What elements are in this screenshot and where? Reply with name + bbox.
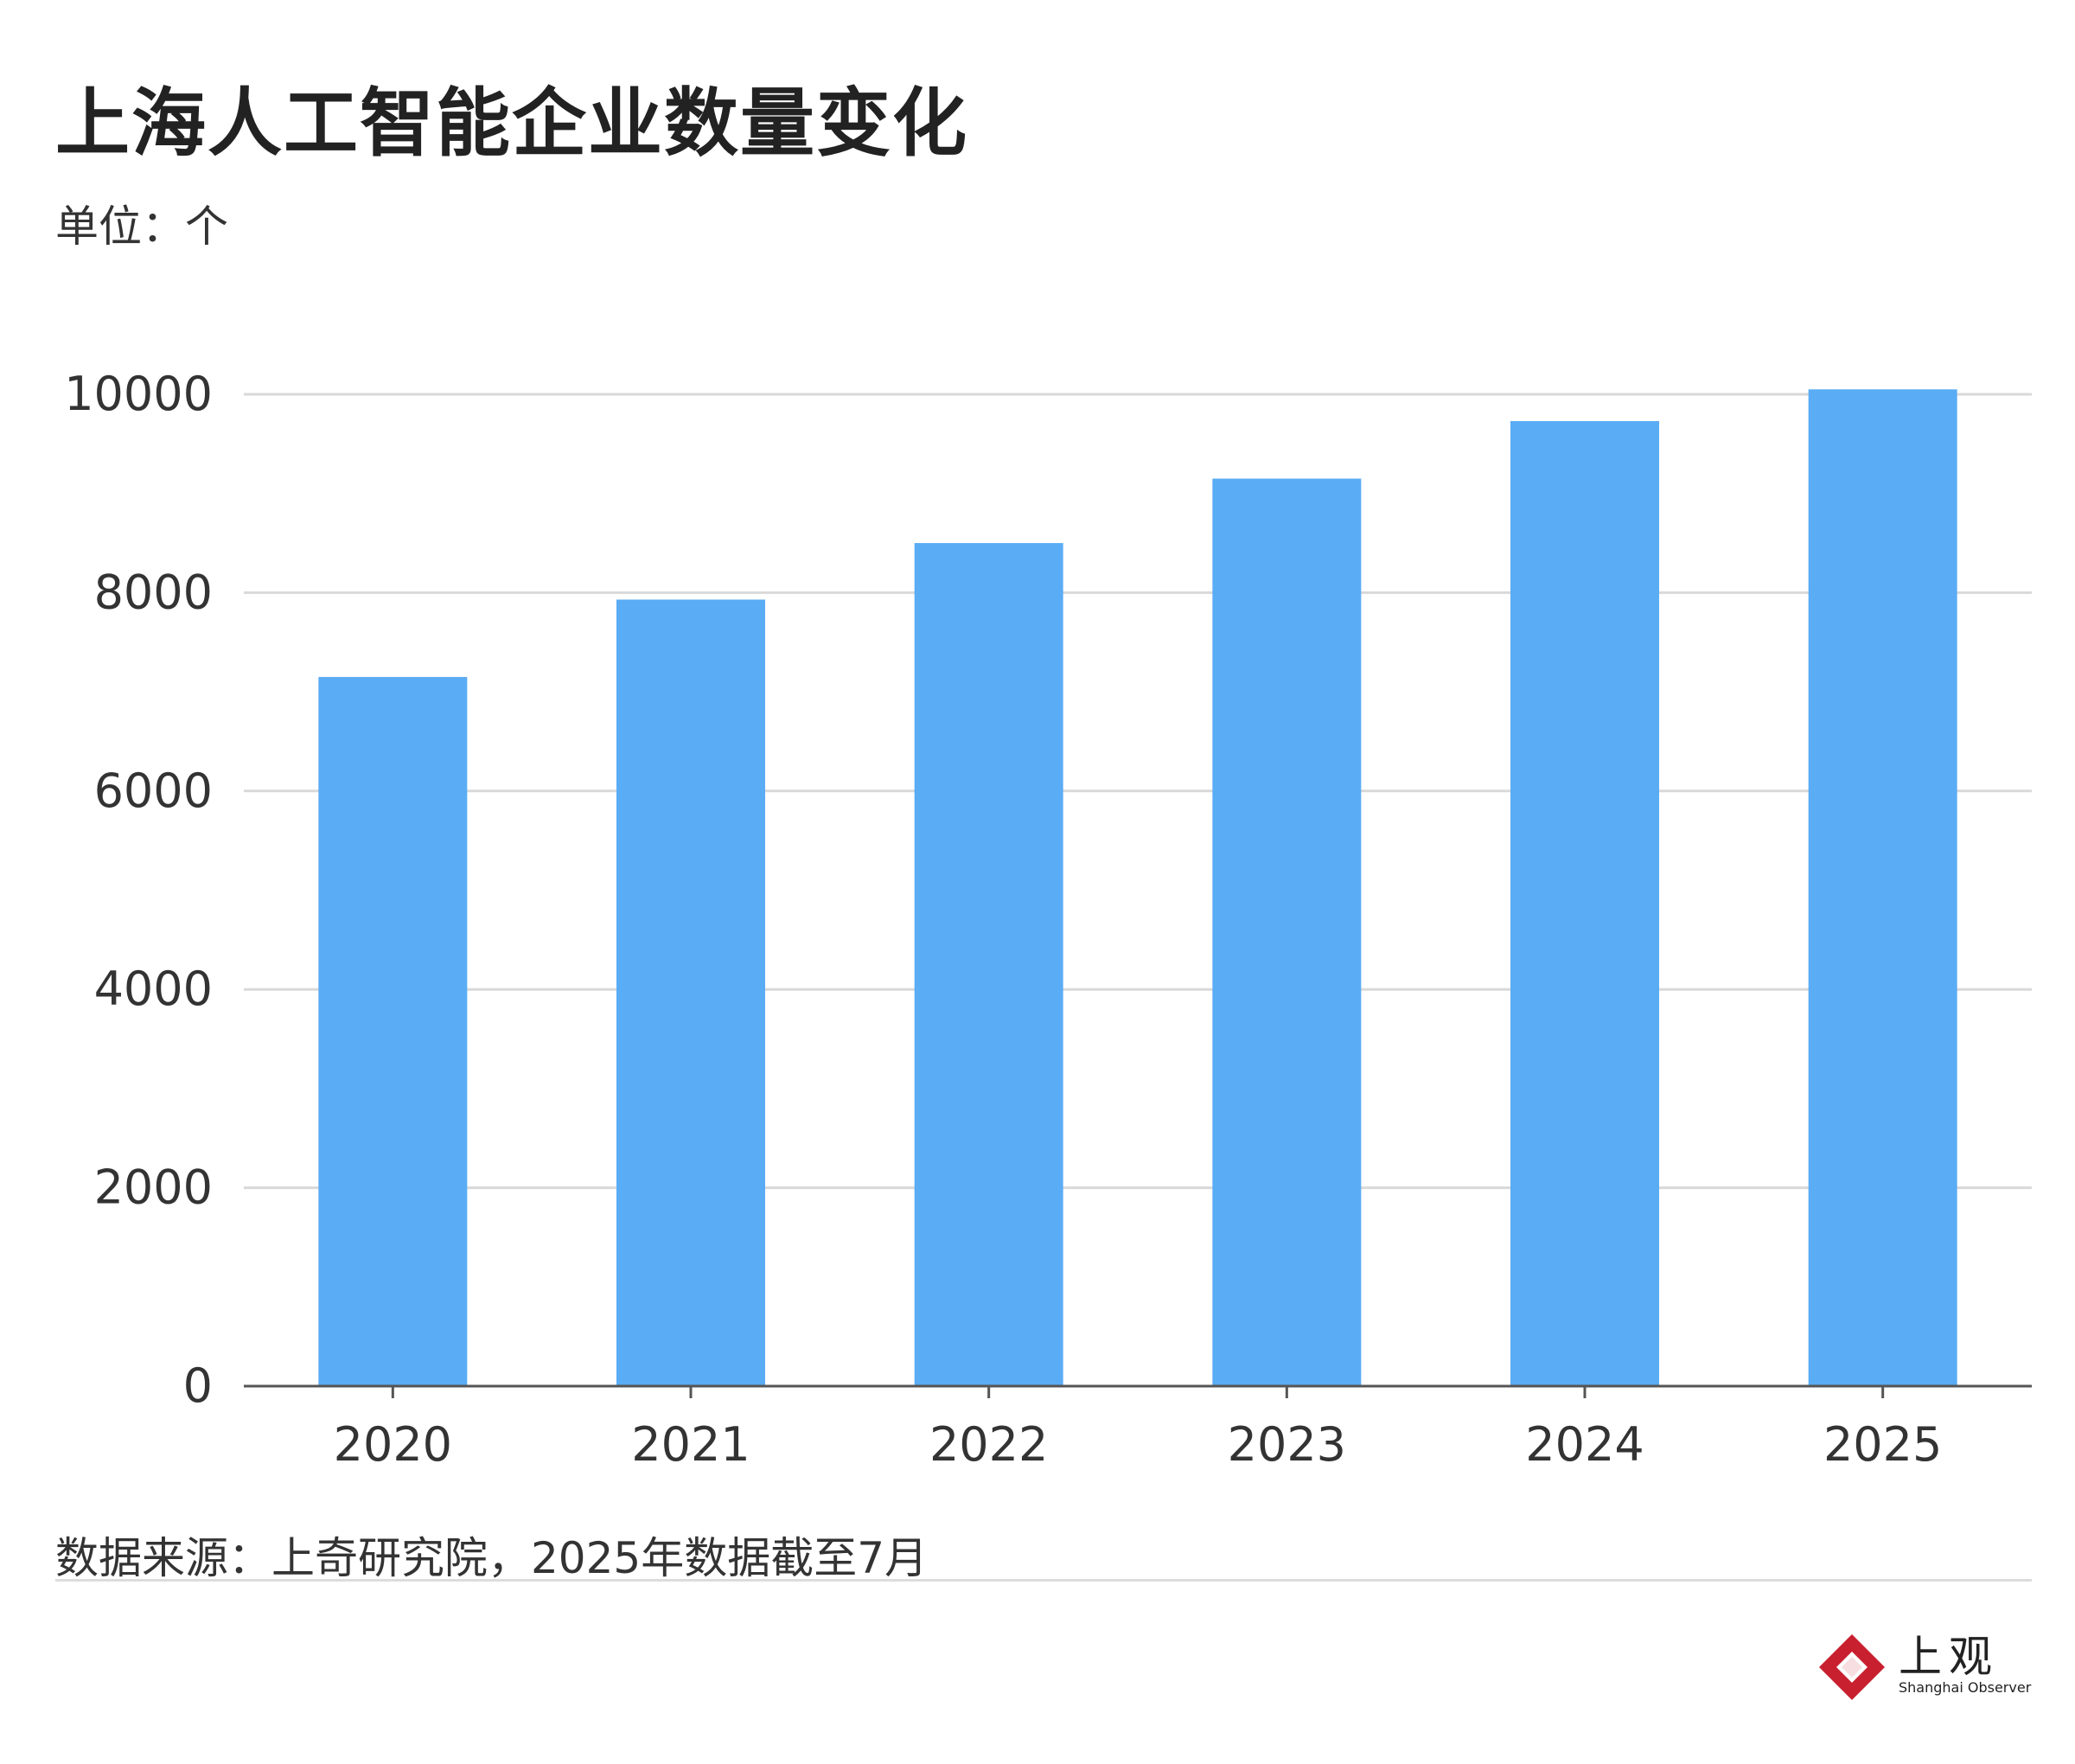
shanghai-observer-logo-icon [1819, 1634, 1885, 1700]
chart-title: 上海人工智能企业数量变化 [55, 80, 968, 167]
shanghai-observer-logo: 上观 Shanghai Observer [1816, 1627, 2032, 1700]
bar-chart: 0 2000 4000 6000 8000 10000 2020 2021 2022 2023 20… [64, 367, 2032, 1472]
bar-2022 [914, 543, 1063, 1386]
x-tick-label: 2022 [929, 1417, 1048, 1472]
unit-label: 单位：个 [55, 201, 228, 252]
bar-2025 [1808, 389, 1957, 1386]
logo-text-en: Shanghai Observer [1899, 1679, 2032, 1696]
y-tick-label: 10000 [64, 367, 213, 421]
x-tick-label: 2023 [1228, 1417, 1346, 1472]
y-tick-label: 8000 [94, 565, 213, 619]
logo-text-cn: 上观 [1899, 1632, 1999, 1682]
x-tick-label: 2020 [334, 1417, 452, 1472]
x-tick-label: 2021 [631, 1417, 750, 1472]
bar-2021 [616, 599, 765, 1386]
bar-2020 [318, 676, 468, 1386]
y-tick-label: 4000 [94, 962, 213, 1016]
x-tick-label: 2025 [1823, 1417, 1942, 1472]
x-tick-label: 2024 [1525, 1417, 1644, 1472]
bar-2024 [1510, 420, 1659, 1386]
y-tick-label: 0 [183, 1358, 213, 1413]
y-tick-label: 6000 [94, 764, 213, 818]
y-tick-label: 2000 [94, 1160, 213, 1215]
source-divider [55, 1579, 2032, 1582]
data-source-note: 数据来源：上奇研究院，2025年数据截至7月 [55, 1533, 929, 1583]
bar-2023 [1212, 478, 1362, 1386]
